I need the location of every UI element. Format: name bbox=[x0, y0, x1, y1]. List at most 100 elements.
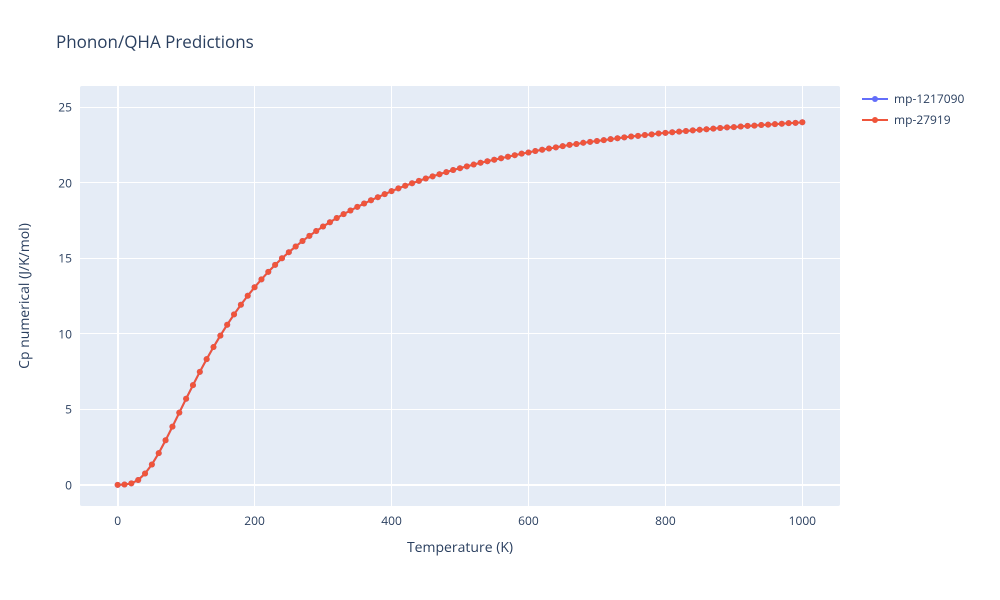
legend-item-mp-1217090[interactable]: mp-1217090 bbox=[862, 90, 964, 107]
series-marker-mp-27919[interactable] bbox=[478, 160, 484, 166]
series-marker-mp-27919[interactable] bbox=[560, 143, 566, 149]
series-marker-mp-27919[interactable] bbox=[498, 155, 504, 161]
series-marker-mp-27919[interactable] bbox=[731, 124, 737, 130]
series-marker-mp-27919[interactable] bbox=[375, 194, 381, 200]
series-marker-mp-27919[interactable] bbox=[608, 136, 614, 142]
series-marker-mp-27919[interactable] bbox=[402, 183, 408, 189]
series-marker-mp-27919[interactable] bbox=[710, 126, 716, 132]
series-marker-mp-27919[interactable] bbox=[662, 130, 668, 136]
series-marker-mp-27919[interactable] bbox=[786, 120, 792, 126]
series-marker-mp-27919[interactable] bbox=[368, 197, 374, 203]
series-marker-mp-27919[interactable] bbox=[635, 133, 641, 139]
legend-item-mp-27919[interactable]: mp-27919 bbox=[862, 111, 964, 128]
series-marker-mp-27919[interactable] bbox=[724, 124, 730, 130]
series-marker-mp-27919[interactable] bbox=[614, 135, 620, 141]
series-marker-mp-27919[interactable] bbox=[669, 129, 675, 135]
series-marker-mp-27919[interactable] bbox=[347, 207, 353, 213]
series-marker-mp-27919[interactable] bbox=[156, 450, 162, 456]
series-marker-mp-27919[interactable] bbox=[217, 333, 223, 339]
series-marker-mp-27919[interactable] bbox=[580, 140, 586, 146]
series-marker-mp-27919[interactable] bbox=[450, 167, 456, 173]
series-marker-mp-27919[interactable] bbox=[587, 139, 593, 145]
series-marker-mp-27919[interactable] bbox=[389, 188, 395, 194]
series-marker-mp-27919[interactable] bbox=[382, 191, 388, 197]
series-marker-mp-27919[interactable] bbox=[546, 146, 552, 152]
series-marker-mp-27919[interactable] bbox=[354, 204, 360, 210]
series-marker-mp-27919[interactable] bbox=[779, 121, 785, 127]
series-marker-mp-27919[interactable] bbox=[327, 219, 333, 225]
series-marker-mp-27919[interactable] bbox=[621, 134, 627, 140]
series-marker-mp-27919[interactable] bbox=[436, 171, 442, 177]
series-marker-mp-27919[interactable] bbox=[430, 173, 436, 179]
series-marker-mp-27919[interactable] bbox=[272, 262, 278, 268]
series-marker-mp-27919[interactable] bbox=[656, 130, 662, 136]
series-marker-mp-27919[interactable] bbox=[573, 141, 579, 147]
series-marker-mp-27919[interactable] bbox=[423, 175, 429, 181]
series-line-mp-27919[interactable] bbox=[118, 122, 803, 485]
series-marker-mp-27919[interactable] bbox=[525, 149, 531, 155]
series-marker-mp-27919[interactable] bbox=[197, 369, 203, 375]
series-marker-mp-27919[interactable] bbox=[300, 238, 306, 244]
series-marker-mp-27919[interactable] bbox=[183, 396, 189, 402]
series-marker-mp-27919[interactable] bbox=[258, 276, 264, 282]
series-marker-mp-27919[interactable] bbox=[594, 138, 600, 144]
series-marker-mp-27919[interactable] bbox=[149, 461, 155, 467]
series-marker-mp-27919[interactable] bbox=[115, 482, 121, 488]
series-marker-mp-27919[interactable] bbox=[204, 356, 210, 362]
series-line-mp-1217090[interactable] bbox=[118, 122, 803, 485]
series-marker-mp-27919[interactable] bbox=[293, 243, 299, 249]
series-marker-mp-27919[interactable] bbox=[628, 133, 634, 139]
series-marker-mp-27919[interactable] bbox=[793, 120, 799, 126]
series-marker-mp-27919[interactable] bbox=[703, 126, 709, 132]
series-marker-mp-27919[interactable] bbox=[690, 127, 696, 133]
series-marker-mp-27919[interactable] bbox=[457, 165, 463, 171]
series-marker-mp-27919[interactable] bbox=[231, 311, 237, 317]
series-marker-mp-27919[interactable] bbox=[245, 293, 251, 299]
series-marker-mp-27919[interactable] bbox=[265, 269, 271, 275]
series-marker-mp-27919[interactable] bbox=[799, 119, 805, 125]
series-marker-mp-27919[interactable] bbox=[361, 201, 367, 207]
series-marker-mp-27919[interactable] bbox=[751, 123, 757, 129]
series-marker-mp-27919[interactable] bbox=[642, 132, 648, 138]
series-marker-mp-27919[interactable] bbox=[320, 224, 326, 230]
series-marker-mp-27919[interactable] bbox=[717, 125, 723, 131]
series-marker-mp-27919[interactable] bbox=[758, 122, 764, 128]
series-marker-mp-27919[interactable] bbox=[601, 137, 607, 143]
series-marker-mp-27919[interactable] bbox=[135, 477, 141, 483]
series-marker-mp-27919[interactable] bbox=[443, 169, 449, 175]
series-marker-mp-27919[interactable] bbox=[683, 128, 689, 134]
series-marker-mp-27919[interactable] bbox=[252, 284, 258, 290]
series-marker-mp-27919[interactable] bbox=[409, 180, 415, 186]
series-marker-mp-27919[interactable] bbox=[697, 127, 703, 133]
series-marker-mp-27919[interactable] bbox=[471, 162, 477, 168]
series-marker-mp-27919[interactable] bbox=[142, 471, 148, 477]
series-marker-mp-27919[interactable] bbox=[279, 255, 285, 261]
series-marker-mp-27919[interactable] bbox=[286, 249, 292, 255]
series-marker-mp-27919[interactable] bbox=[484, 158, 490, 164]
series-marker-mp-27919[interactable] bbox=[122, 482, 128, 488]
series-marker-mp-27919[interactable] bbox=[738, 123, 744, 129]
series-marker-mp-27919[interactable] bbox=[649, 131, 655, 137]
series-marker-mp-27919[interactable] bbox=[395, 185, 401, 191]
series-marker-mp-27919[interactable] bbox=[313, 228, 319, 234]
series-marker-mp-27919[interactable] bbox=[772, 121, 778, 127]
series-marker-mp-27919[interactable] bbox=[745, 123, 751, 129]
series-marker-mp-27919[interactable] bbox=[676, 129, 682, 135]
series-marker-mp-27919[interactable] bbox=[176, 410, 182, 416]
series-marker-mp-27919[interactable] bbox=[169, 424, 175, 430]
series-marker-mp-27919[interactable] bbox=[211, 344, 217, 350]
series-marker-mp-27919[interactable] bbox=[567, 142, 573, 148]
series-marker-mp-27919[interactable] bbox=[553, 144, 559, 150]
series-marker-mp-27919[interactable] bbox=[491, 157, 497, 163]
series-marker-mp-27919[interactable] bbox=[190, 382, 196, 388]
series-marker-mp-27919[interactable] bbox=[512, 152, 518, 158]
series-marker-mp-27919[interactable] bbox=[334, 215, 340, 221]
series-marker-mp-27919[interactable] bbox=[306, 233, 312, 239]
series-marker-mp-27919[interactable] bbox=[765, 122, 771, 128]
series-marker-mp-27919[interactable] bbox=[532, 148, 538, 154]
series-marker-mp-27919[interactable] bbox=[505, 154, 511, 160]
series-marker-mp-27919[interactable] bbox=[238, 302, 244, 308]
series-marker-mp-27919[interactable] bbox=[416, 178, 422, 184]
series-marker-mp-27919[interactable] bbox=[341, 211, 347, 217]
series-marker-mp-27919[interactable] bbox=[163, 437, 169, 443]
